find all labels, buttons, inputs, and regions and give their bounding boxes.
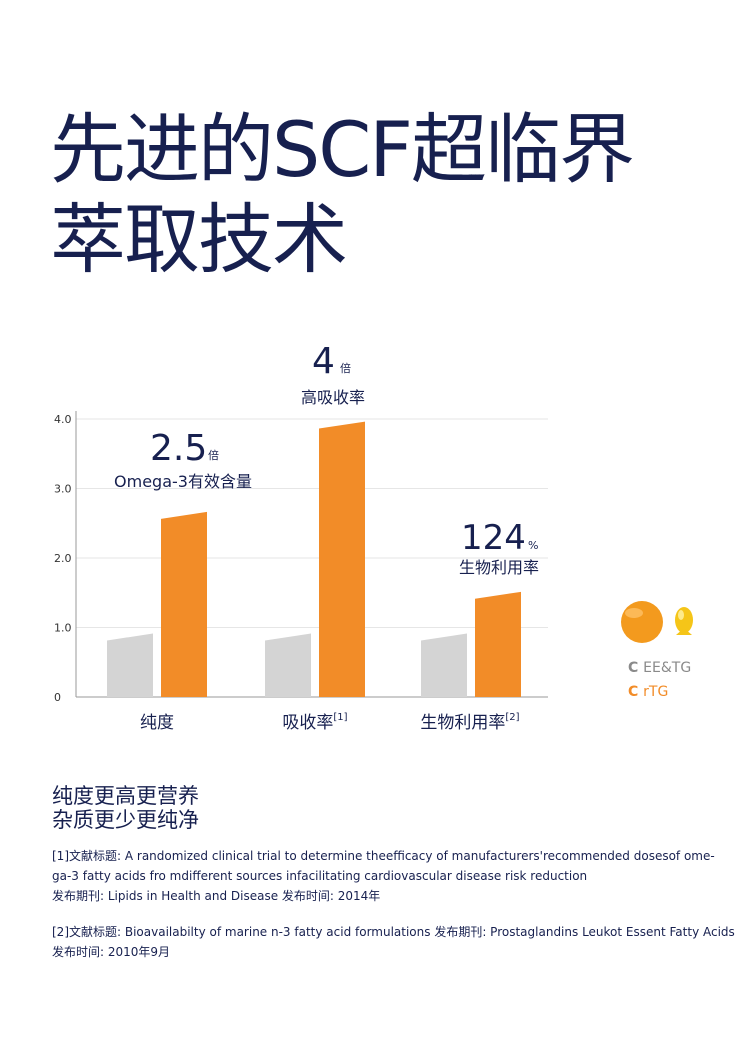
annotation-value: 4 [312,341,335,382]
bar-chart: 01.02.03.04.0纯度 吸收率[1] 生物利用率[2]2.5 倍Omega-3… [54,341,693,733]
bar-rtg [475,591,521,697]
legend-label: EE&TG [643,660,691,676]
reference-2: [2]文献标题: Bioavailabilty of marine n-3 fa… [52,922,735,962]
y-tick-label: 3.0 [54,483,72,496]
annotation-value: 2.5 [150,428,207,469]
y-tick-label: 4.0 [54,413,72,426]
reference-1: [1]文献标题: A randomized clinical trial to … [52,846,715,906]
summary-line-1: 纯度更高更营养 [52,784,199,808]
x-category-label: 吸收率[1] [282,712,347,733]
legend-marker: C [628,684,643,700]
summary-line-2: 杂质更少更纯净 [52,808,199,832]
bar-ee-tg [265,633,311,697]
bar-rtg [161,511,207,697]
summary-text: 纯度更高更营养 杂质更少更纯净 [52,784,199,832]
y-tick-label: 1.0 [54,622,72,635]
annotation-label: Omega-3有效含量 [114,472,252,491]
legend-marker: C [628,660,643,676]
y-tick-label: 2.0 [54,552,72,565]
annotation-label: 生物利用率 [459,558,539,577]
annotation-unit: 倍 [340,361,351,375]
page-title-line-2: 萃取技术 [50,195,348,284]
x-category-label: 纯度 [140,713,174,733]
reference-1-line-3: 发布期刊: Lipids in Health and Disease 发布时间:… [52,889,381,903]
x-category-label: 生物利用率[2] [420,712,519,733]
legend-item: C rTG [628,684,668,700]
legend-label: rTG [643,684,668,700]
legend-item: C EE&TG [628,660,691,676]
bar-rtg [319,421,365,697]
annotation-unit: 倍 [208,448,219,462]
page-title-line-1: 先进的SCF超临界 [50,105,635,194]
reference-1-line-1: [1]文献标题: A randomized clinical trial to … [52,849,715,863]
annotation-label: 高吸收率 [301,388,365,407]
reference-2-line-2: 发布时间: 2010年9月 [52,945,171,959]
rtg-softgel-icon [621,601,663,643]
annotation-value: 124 [461,518,526,558]
fish-gel-tail [676,628,692,635]
fish-gel-highlight [678,610,684,620]
annotation-unit: % [528,539,538,552]
reference-2-line-1: [2]文献标题: Bioavailabilty of marine n-3 fa… [52,925,735,939]
reference-1-line-2: ga-3 fatty acids fro mdifferent sources … [52,869,588,883]
softgel-highlight [625,608,643,618]
bar-ee-tg [107,633,153,697]
reference-superscript: [1] [333,712,347,723]
bar-ee-tg [421,633,467,697]
y-tick-label: 0 [54,691,61,704]
reference-superscript: [2] [505,712,519,723]
